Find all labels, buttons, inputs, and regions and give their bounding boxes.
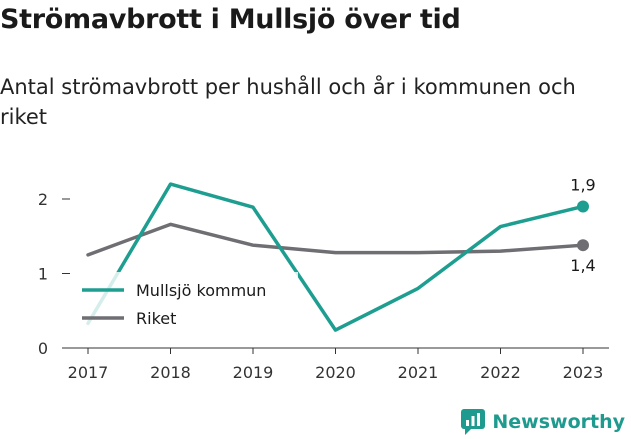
brand-name: Newsworthy xyxy=(492,411,625,433)
bar-chart-logo-icon xyxy=(461,409,486,435)
x-tick-label: 2017 xyxy=(68,363,109,382)
x-tick-label: 2023 xyxy=(563,363,604,382)
legend-background xyxy=(76,272,298,336)
chart-subtitle: Antal strömavbrott per hushåll och år i … xyxy=(0,75,576,129)
end-point-riket xyxy=(577,239,589,252)
x-tick-label: 2021 xyxy=(398,363,439,382)
end-point-mullsjo-kommun xyxy=(577,200,589,213)
end-labels: 1,9 1,4 xyxy=(570,175,595,275)
y-tick-label: 2 xyxy=(38,190,48,209)
series-line-riket xyxy=(86,222,585,257)
x-tick-label: 2018 xyxy=(150,363,191,382)
chart-title: Strömavbrott i Mullsjö över tid xyxy=(0,4,461,35)
legend-label-riket: Riket xyxy=(136,309,176,328)
y-tick-label: 0 xyxy=(38,339,48,358)
legend: Mullsjö kommun Riket xyxy=(76,272,298,336)
x-axis: 2017 2018 2019 2020 2021 2022 2023 xyxy=(68,348,604,382)
y-axis: 0 1 2 xyxy=(38,190,70,358)
brand-logo: Newsworthy xyxy=(461,409,625,435)
x-tick-label: 2020 xyxy=(315,363,356,382)
y-tick-label: 1 xyxy=(38,265,48,284)
series-layer xyxy=(86,182,589,332)
end-label-mullsjo-kommun: 1,9 xyxy=(570,175,595,194)
legend-label-mullsjo-kommun: Mullsjö kommun xyxy=(136,281,266,300)
x-tick-label: 2019 xyxy=(233,363,274,382)
x-tick-label: 2022 xyxy=(480,363,521,382)
end-label-riket: 1,4 xyxy=(570,256,595,275)
series-line-mullsjo-kommun xyxy=(86,182,585,332)
